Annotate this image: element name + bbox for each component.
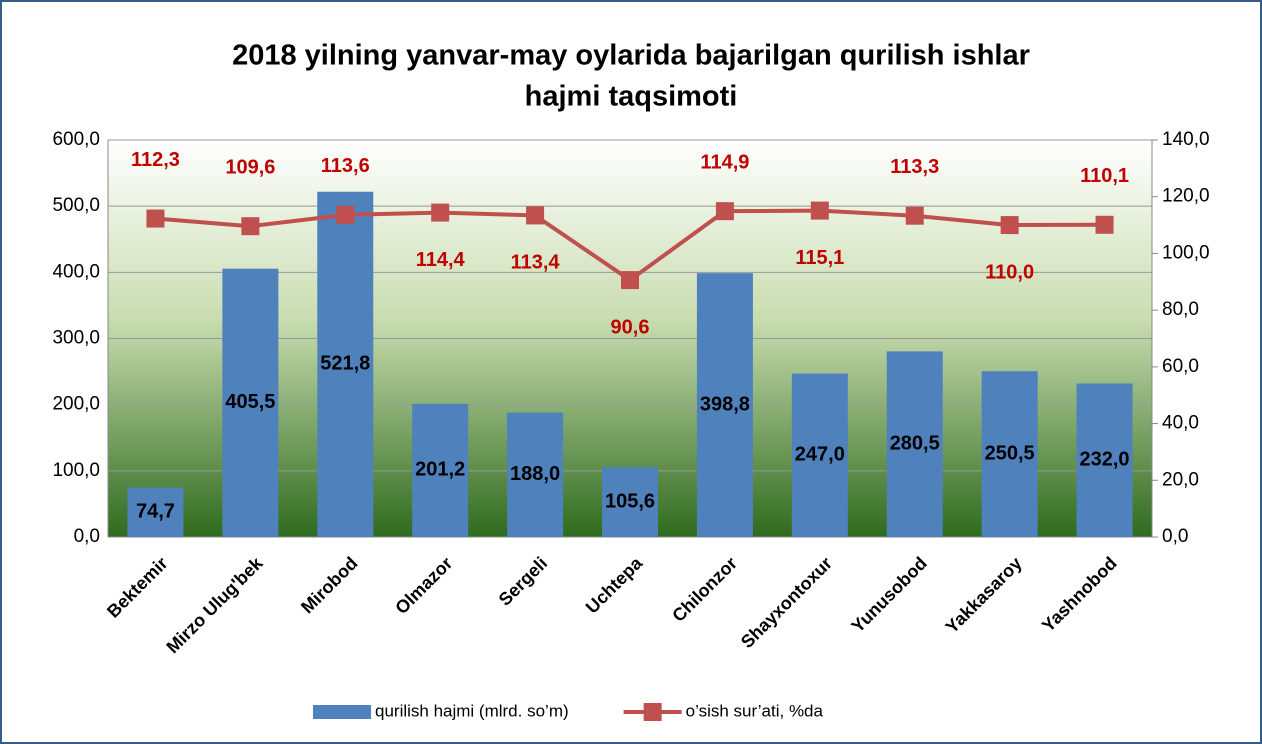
- line-label: 113,6: [321, 155, 370, 177]
- legend-label: qurilish hajmi (mlrd. so’m): [375, 701, 569, 720]
- line-label: 90,6: [611, 316, 650, 338]
- line-label: 110,1: [1080, 165, 1129, 187]
- bar-label: 232,0: [1080, 449, 1130, 471]
- legend-swatch: [313, 705, 371, 719]
- y2-tick-label: 20,0: [1162, 469, 1199, 490]
- bar-label: 280,5: [890, 432, 940, 454]
- y2-tick-label: 140,0: [1162, 129, 1210, 150]
- bar: [507, 412, 564, 537]
- line-label: 113,4: [511, 252, 561, 274]
- bar: [602, 467, 658, 537]
- line-marker: [336, 205, 355, 224]
- line-label: 109,6: [225, 156, 275, 178]
- line-marker: [1000, 216, 1019, 235]
- y-tick-label: 300,0: [52, 328, 100, 349]
- bar-label: 521,8: [320, 353, 370, 375]
- legend-swatch: [643, 703, 662, 721]
- y-tick-label: 100,0: [52, 460, 100, 481]
- line-marker: [526, 206, 545, 225]
- line-marker: [241, 217, 260, 236]
- legend-label: o’sish sur’ati, %da: [686, 701, 824, 720]
- bar-label: 405,5: [225, 391, 275, 413]
- bar: [1076, 383, 1133, 537]
- y-tick-label: 200,0: [52, 394, 100, 415]
- line-marker: [1095, 215, 1114, 234]
- y2-tick-label: 120,0: [1162, 186, 1210, 207]
- chart-title: hajmi taqsimoti: [525, 81, 738, 113]
- y2-tick-label: 100,0: [1162, 242, 1210, 263]
- line-label: 113,3: [890, 156, 939, 178]
- bar: [696, 273, 753, 537]
- bar: [791, 373, 848, 537]
- y2-tick-label: 80,0: [1162, 299, 1199, 320]
- bar-label: 188,0: [510, 463, 560, 485]
- line-label: 114,9: [700, 151, 749, 173]
- line-label: 112,3: [131, 149, 180, 171]
- line-label: 115,1: [795, 247, 844, 269]
- y-tick-label: 400,0: [52, 261, 100, 282]
- bar-label: 105,6: [605, 490, 655, 512]
- y2-tick-label: 0,0: [1162, 526, 1188, 547]
- line-marker: [715, 202, 734, 221]
- bar: [886, 351, 943, 537]
- bar: [222, 268, 279, 537]
- line-marker: [621, 271, 639, 290]
- line-label: 114,4: [416, 249, 466, 271]
- y-tick-label: 600,0: [52, 129, 100, 150]
- bar: [317, 191, 374, 537]
- bar: [981, 371, 1038, 537]
- y-tick-label: 0,0: [74, 526, 100, 547]
- bar-label: 398,8: [700, 393, 750, 415]
- chart-title: 2018 yilning yanvar-may oylarida bajaril…: [232, 40, 1030, 72]
- bar-label: 247,0: [795, 444, 845, 466]
- y-tick-label: 500,0: [52, 195, 100, 216]
- line-marker: [810, 201, 829, 220]
- bar-label: 250,5: [985, 442, 1035, 464]
- line-marker: [431, 203, 450, 222]
- line-marker: [905, 206, 924, 225]
- bar-label: 201,2: [415, 459, 465, 481]
- bar: [412, 403, 469, 537]
- line-label: 110,0: [985, 261, 1034, 283]
- y2-tick-label: 60,0: [1162, 356, 1199, 377]
- line-marker: [146, 209, 165, 228]
- bar-label: 74,7: [136, 501, 175, 523]
- y2-tick-label: 40,0: [1162, 413, 1199, 434]
- bar: [127, 487, 184, 537]
